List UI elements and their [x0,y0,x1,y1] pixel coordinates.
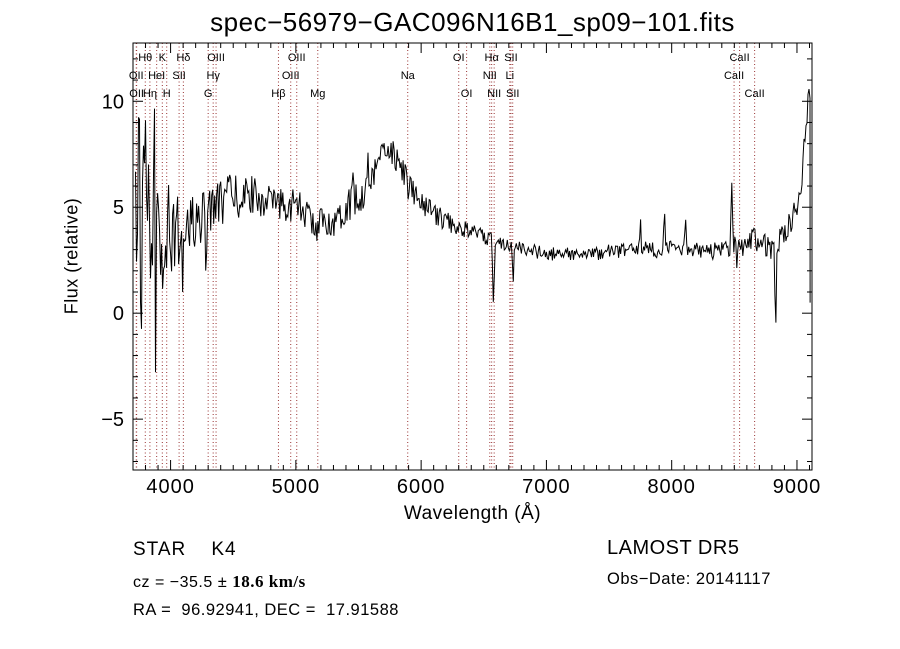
spectrum-trace [135,89,811,373]
spectral-line-label: Hδ [176,52,190,64]
cz-prefix-text: cz = −35.5 [133,574,218,591]
page-title: spec−56979−GAC096N16B1_sp09−101.fits [210,7,735,37]
x-tick-label: 8000 [647,476,696,498]
spectral-line-label: NII [487,88,501,100]
spectral-line-label: CaII [724,70,744,82]
spectral-line-label: SII [506,88,519,100]
spectral-line-label: HeI [148,70,165,82]
obs-date-label: Obs−Date: 20141117 [607,570,771,588]
spectral-line-label: CaII [745,88,765,100]
x-tick-label: 4000 [146,476,195,498]
spectral-line-label: OIII [288,52,306,64]
spectral-line-label: CaII [729,52,749,64]
spectral-line-label: NII [483,70,497,82]
survey-label: LAMOST DR5 [607,537,740,559]
y-tick-label: 5 [113,197,124,219]
y-tick-label: −5 [101,409,124,431]
x-tick-label: 9000 [773,476,822,498]
spectral-line-label: Na [401,70,416,82]
y-tick-label: 0 [113,303,124,325]
x-tick-label: 7000 [522,476,571,498]
spectral-line-label: H [163,88,171,100]
x-tick-label: 5000 [272,476,321,498]
spectral-line-label: SII [172,70,185,82]
spectral-line-label: SII [504,52,517,64]
spectral-line-label: Hβ [271,88,285,100]
cz-label: cz = −35.5 ± 18.6 km/s [133,572,306,592]
spectral-line-label: OII [129,88,144,100]
spectral-line-label: Hα [485,52,500,64]
spectral-line-label: OIII [282,70,300,82]
cz-error-text: ± 18.6 km/s [217,572,306,591]
y-tick-label: 10 [102,91,124,113]
spectral-line-label: OIII [207,52,225,64]
radec-label: RA = 96.92941, DEC = 17.91588 [133,601,399,619]
spectral-line-label: OI [461,88,473,100]
spectral-line-label: Hθ [138,52,152,64]
spectral-line-label: Hγ [206,70,220,82]
spectral-line-label: G [204,88,213,100]
spectral-line-label: OI [453,52,465,64]
spectral-line-label: K [159,52,167,64]
x-axis-title: Wavelength (Å) [403,503,542,524]
spectral-line-label: Hη [143,88,157,100]
spectral-line-label: Li [506,70,515,82]
spectral-line-label: Mg [310,88,325,100]
x-tick-label: 6000 [397,476,446,498]
object-class-label: STAR K4 [133,539,237,560]
plot-frame [132,42,813,471]
